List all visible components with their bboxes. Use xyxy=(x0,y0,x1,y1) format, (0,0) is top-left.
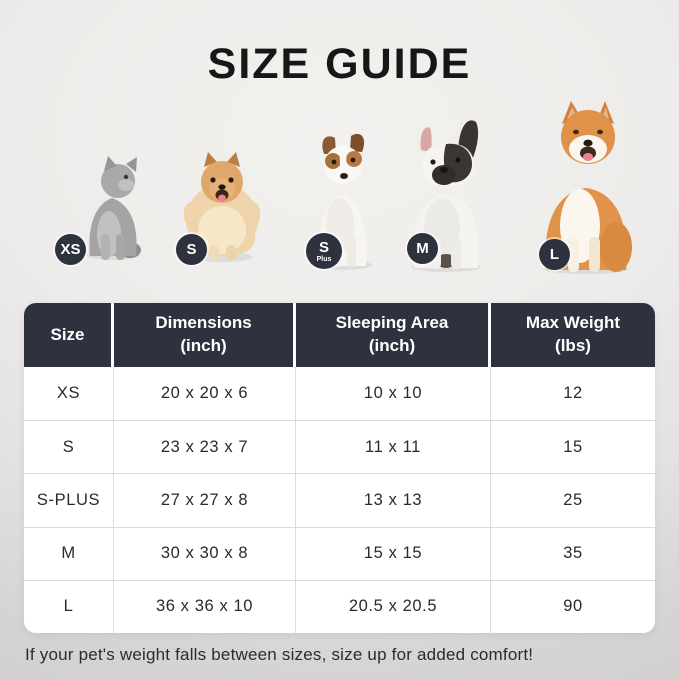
size-badge-s: S xyxy=(176,234,207,265)
cell-m-size: M xyxy=(24,526,114,580)
cell-l-size: L xyxy=(24,579,114,633)
column-header-sleeping-area-title: Sleeping Area xyxy=(335,313,449,333)
cell-m-sleeping-area: 15 x 15 xyxy=(296,526,491,580)
cat-illustration xyxy=(86,156,141,260)
cell-xs-sleeping-area: 10 x 10 xyxy=(296,367,491,421)
cell-s-max-weight: 15 xyxy=(491,420,655,474)
cell-s-dimensions: 23 x 23 x 7 xyxy=(114,420,296,474)
column-header-size: Size xyxy=(24,303,114,367)
cell-s-plus-size: S-PLUS xyxy=(24,473,114,527)
size-badge-xs: XS xyxy=(55,234,86,265)
cell-xs-dimensions: 20 x 20 x 6 xyxy=(114,367,296,421)
cell-l-sleeping-area: 20.5 x 20.5 xyxy=(296,579,491,633)
size-badge-m: M xyxy=(407,233,438,264)
cell-l-max-weight: 90 xyxy=(491,579,655,633)
column-header-max-weight-title: Max Weight xyxy=(525,313,621,333)
footer-note: If your pet's weight falls between sizes… xyxy=(25,645,534,664)
column-header-max-weight: Max Weight (lbs) xyxy=(491,303,655,367)
column-header-dimensions: Dimensions (inch) xyxy=(114,303,296,367)
column-header-size-title: Size xyxy=(50,324,85,344)
cell-m-max-weight: 35 xyxy=(491,526,655,580)
pomeranian-illustration xyxy=(184,152,260,262)
size-badge-s-plus: S Plus xyxy=(306,233,342,269)
pet-pomeranian xyxy=(184,150,260,262)
column-header-dimensions-title: Dimensions xyxy=(155,313,252,333)
cell-s-plus-dimensions: 27 x 27 x 8 xyxy=(114,473,296,527)
size-badge-s-plus-label: S xyxy=(318,238,329,256)
column-header-dimensions-unit: (inch) xyxy=(180,336,227,355)
column-header-max-weight-unit: (lbs) xyxy=(555,336,591,355)
size-badge-l-label: L xyxy=(549,246,560,263)
cell-xs-size: XS xyxy=(24,367,114,421)
cell-m-dimensions: 30 x 30 x 8 xyxy=(114,526,296,580)
size-badge-s-label: S xyxy=(186,241,197,258)
cell-s-plus-max-weight: 25 xyxy=(491,473,655,527)
cell-l-dimensions: 36 x 36 x 10 xyxy=(114,579,296,633)
page-title: SIZE GUIDE xyxy=(207,40,472,88)
size-table: Size Dimensions (inch) Sleeping Area (in… xyxy=(24,303,655,633)
cell-s-plus-sleeping-area: 13 x 13 xyxy=(296,473,491,527)
column-header-sleeping-area-unit: (inch) xyxy=(368,336,416,355)
size-badge-xs-label: XS xyxy=(60,241,81,258)
pet-cat xyxy=(82,154,144,262)
size-badge-s-plus-sublabel: Plus xyxy=(316,255,332,263)
cell-s-sleeping-area: 11 x 11 xyxy=(296,420,491,474)
cell-xs-max-weight: 12 xyxy=(491,367,655,421)
column-header-sleeping-area: Sleeping Area (inch) xyxy=(296,303,491,367)
cell-s-size: S xyxy=(24,420,114,474)
size-badge-m-label: M xyxy=(416,240,429,257)
size-badge-l: L xyxy=(539,239,570,270)
